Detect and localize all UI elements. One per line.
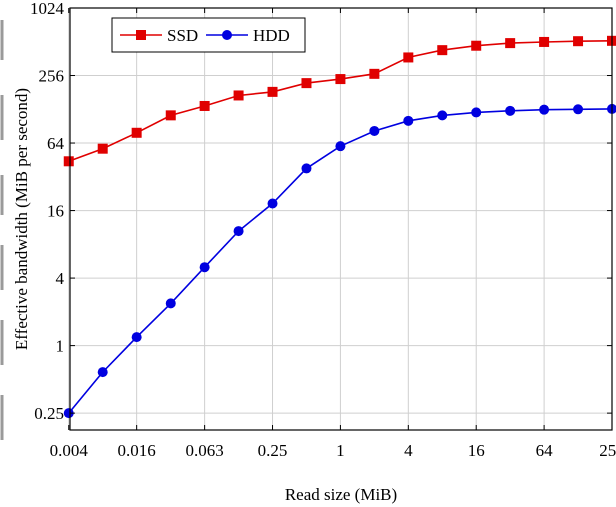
legend-ssd-marker	[136, 30, 146, 40]
legend-ssd-label: SSD	[167, 26, 198, 45]
y-tick-label: 1	[56, 337, 65, 356]
ssd-data-point	[131, 127, 142, 138]
plot-frame	[69, 7, 613, 431]
ssd-data-point	[539, 36, 550, 47]
hdd-data-point	[301, 163, 312, 174]
ssd-data-point	[335, 74, 346, 85]
ssd-data-point	[403, 52, 414, 63]
ssd-data-point	[199, 100, 210, 111]
x-tick-label: 1	[336, 441, 345, 460]
series-markers	[63, 35, 616, 419]
hdd-data-point	[437, 110, 448, 121]
x-tick-label: 0.25	[258, 441, 288, 460]
ssd-data-point	[505, 38, 516, 49]
ssd-data-point	[165, 110, 176, 121]
x-tick-label: 0.063	[186, 441, 224, 460]
legend: SSD HDD	[111, 17, 306, 53]
ssd-data-point	[471, 40, 482, 51]
ssd-data-point	[369, 68, 380, 79]
y-tick-label: 64	[47, 134, 65, 153]
x-tick-label: 256	[599, 441, 616, 460]
y-tick-label: 1024	[30, 0, 65, 18]
y-tick-label: 16	[47, 202, 64, 221]
hdd-data-point	[403, 115, 414, 126]
x-tick-label: 0.016	[118, 441, 156, 460]
y-tick-label: 0.25	[34, 404, 64, 423]
y-tick-label: 4	[56, 269, 65, 288]
legend-hdd-label: HDD	[253, 26, 290, 45]
ssd-data-point	[267, 86, 278, 97]
hdd-data-point	[505, 105, 516, 116]
hdd-data-point	[335, 141, 346, 152]
ssd-data-point	[437, 45, 448, 56]
hdd-data-point	[131, 332, 142, 343]
hdd-data-point	[267, 198, 278, 209]
hdd-data-point	[573, 104, 584, 115]
ssd-data-point	[233, 90, 244, 101]
ssd-data-point	[301, 78, 312, 89]
y-tick-label: 256	[39, 67, 65, 86]
hdd-data-point	[369, 125, 380, 136]
ssd-data-point	[63, 156, 74, 167]
x-tick-label: 0.004	[50, 441, 89, 460]
y-axis-label: Effective bandwidth (MiB per second)	[12, 88, 31, 350]
y-tick-labels: 0.25 1 4 16 64 256 1024	[30, 0, 65, 423]
x-axis-label: Read size (MiB)	[285, 485, 397, 504]
hdd-data-point	[233, 226, 244, 237]
x-tick-label: 64	[536, 441, 554, 460]
hdd-data-point	[165, 298, 176, 309]
legend-hdd-marker	[222, 30, 232, 40]
grid	[68, 7, 613, 430]
ssd-data-point	[573, 36, 584, 47]
x-tick-label: 4	[404, 441, 413, 460]
hdd-data-point	[63, 408, 74, 419]
x-tick-labels: 0.004 0.016 0.063 0.25 1 4 16 64 256	[50, 441, 616, 460]
axis-ticks	[68, 7, 613, 430]
ssd-data-point	[97, 143, 108, 154]
hdd-data-point	[539, 104, 550, 115]
hdd-data-point	[471, 107, 482, 118]
hdd-data-point	[199, 262, 210, 273]
x-tick-label: 16	[468, 441, 485, 460]
hdd-data-point	[97, 367, 108, 378]
